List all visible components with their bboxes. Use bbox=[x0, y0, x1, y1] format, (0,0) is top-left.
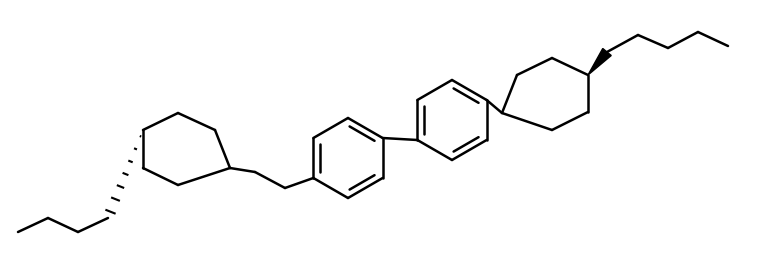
Polygon shape bbox=[588, 49, 611, 75]
